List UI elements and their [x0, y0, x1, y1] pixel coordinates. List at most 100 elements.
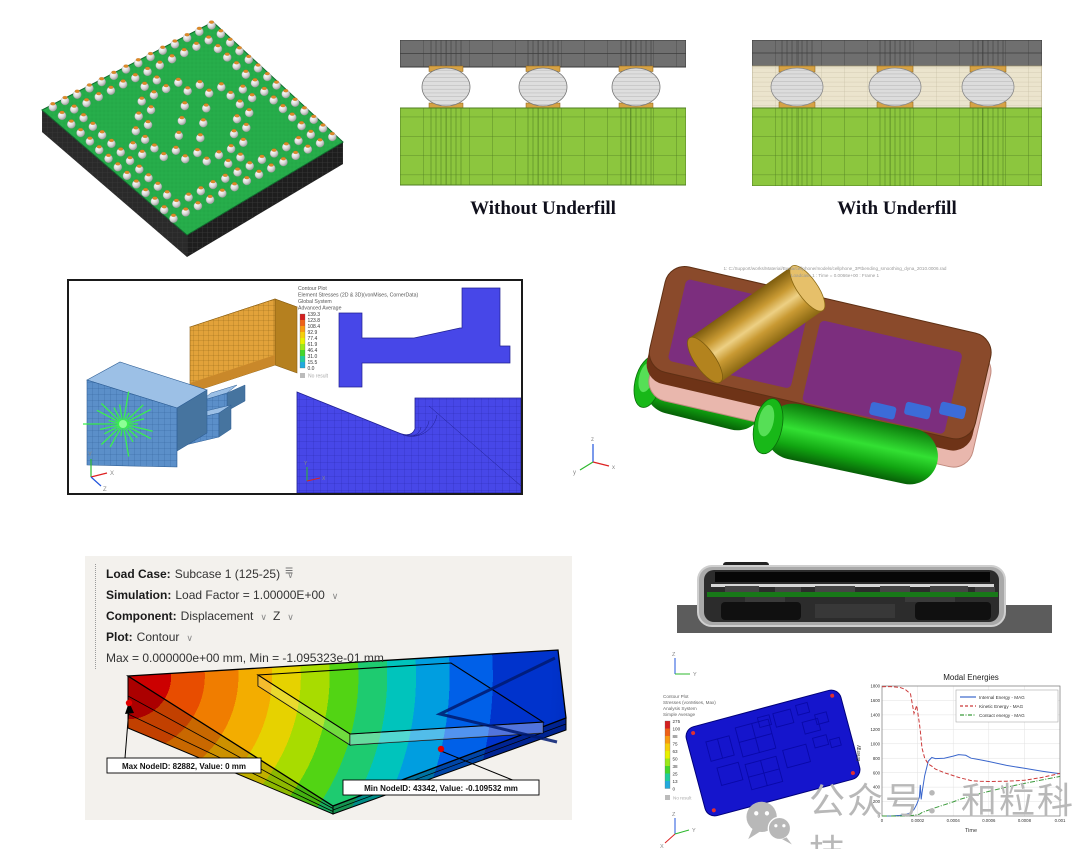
plot-dropdown-caret[interactable]: ∨: [186, 633, 193, 643]
y-axis-label: Energy: [856, 745, 862, 761]
svg-text:Z: Z: [672, 812, 676, 818]
svg-text:X: X: [322, 476, 326, 482]
substrate-block: [752, 107, 1042, 186]
modal-energies-chart: Modal Energies Energy Time 0 200 400 600 800…: [856, 673, 1066, 834]
pcb-contour-plot: Z Y Contour Plot Stresses (vonMises, Max…: [660, 652, 861, 848]
component-axis-dropdown-caret[interactable]: ∨: [287, 612, 294, 622]
svg-text:0.0006: 0.0006: [982, 818, 996, 823]
substrate-block: [400, 107, 686, 186]
axis-triad: Y X Z: [88, 452, 114, 493]
bga-package-model: [41, 20, 344, 257]
svg-text:800: 800: [873, 756, 881, 761]
svg-text:139.3: 139.3: [308, 312, 321, 318]
max-annotation: Max NodeID: 82882, Value: 0 mm: [106, 699, 262, 774]
svg-text:0: 0: [673, 786, 676, 791]
battery-cavity-left: [721, 602, 801, 620]
svg-text:75: 75: [673, 741, 679, 746]
svg-text:0.0002: 0.0002: [911, 818, 925, 823]
load-starburst: [83, 391, 153, 457]
svg-text:y: y: [573, 470, 576, 476]
axis-triad: z x y: [573, 437, 615, 476]
svg-text:Min NodeID: 43342, Value: -0.1: Min NodeID: 43342, Value: -0.109532 mm: [364, 784, 518, 793]
svg-text:400: 400: [873, 785, 881, 790]
svg-text:Z: Z: [672, 652, 676, 658]
svg-text:77.4: 77.4: [308, 336, 318, 342]
support-cylinder-right: [752, 398, 938, 485]
bending-model-panel: 1: C:/Support/works/Material/Buzia/cellp…: [555, 262, 1080, 507]
mesh-without-underfill: [400, 40, 686, 186]
svg-text:25: 25: [673, 771, 679, 776]
svg-text:X: X: [660, 844, 664, 848]
svg-text:X: X: [110, 471, 114, 477]
corner-markers: [691, 693, 855, 813]
svg-text:1000: 1000: [870, 741, 880, 746]
without-underfill-label: Without Underfill: [470, 198, 616, 219]
watermark-text: 公众号：和粒科技: [809, 780, 1076, 849]
menu-icon[interactable]: ≡: [285, 562, 294, 578]
svg-text:123.8: 123.8: [308, 318, 321, 324]
phone-drop-cross-section: [677, 562, 1052, 633]
bga-solder-balls: [48, 20, 337, 223]
simsolid-header: Load Case: Subcase 1 (125-25) ∨ Simulation…: [95, 564, 384, 669]
svg-text:Y: Y: [88, 452, 92, 458]
svg-text:Simple Average: Simple Average: [663, 712, 696, 717]
svg-text:Contour Plot: Contour Plot: [298, 286, 327, 292]
pcb-components: [705, 701, 842, 791]
die-bar: [400, 40, 686, 68]
svg-text:0.0: 0.0: [308, 366, 315, 372]
svg-text:Y: Y: [304, 461, 308, 467]
svg-text:0: 0: [878, 814, 881, 819]
contour-legend: Contour Plot Stresses (vonMises, Max) An…: [663, 694, 716, 801]
bending-model: z x y: [573, 265, 992, 485]
svg-text:200: 200: [873, 799, 881, 804]
chart-title: Modal Energies: [943, 673, 999, 682]
mid-cavity: [815, 604, 895, 618]
svg-text:0: 0: [881, 818, 884, 823]
svg-text:13: 13: [673, 779, 679, 784]
displacement-contour-plot: Max NodeID: 82882, Value: 0 mm Min NodeI…: [106, 649, 567, 815]
display-stack: [715, 572, 990, 582]
svg-text:x: x: [612, 465, 615, 471]
simsolid-displacement-panel: Max NodeID: 82882, Value: 0 mm Min NodeI…: [85, 556, 572, 820]
x-axis-label: Time: [965, 828, 977, 834]
load-case-row: Load Case: Subcase 1 (125-25) ∨: [106, 567, 294, 581]
svg-text:Global System: Global System: [298, 299, 332, 305]
svg-text:275: 275: [673, 719, 681, 724]
svg-text:61.9: 61.9: [308, 342, 318, 348]
svg-text:100: 100: [673, 726, 681, 731]
svg-text:z: z: [591, 437, 594, 443]
svg-text:Analysis System: Analysis System: [663, 706, 697, 711]
plot-row: Plot: Contour ∨: [106, 630, 193, 644]
svg-text:0.001: 0.001: [1055, 818, 1066, 823]
pcb-strip: [707, 592, 998, 597]
solder-balls-row: [770, 65, 1015, 109]
svg-text:Advanced Average: Advanced Average: [298, 306, 342, 312]
button: [904, 401, 932, 420]
no-result-label: No result: [308, 374, 329, 380]
mesh-closeup-block: [296, 391, 521, 493]
axis-triad: Z Y X: [660, 812, 696, 848]
svg-text:Y: Y: [693, 672, 697, 678]
svg-text:Contour Plot: Contour Plot: [663, 694, 689, 699]
svg-text:1200: 1200: [870, 727, 880, 732]
simulation-dropdown-caret[interactable]: ∨: [331, 591, 339, 601]
bga-substrate-sides: [42, 110, 343, 257]
section-2d-shape: [338, 287, 511, 388]
no-result-label: No result: [673, 796, 692, 801]
watermark: 公众号：和粒科技: [742, 772, 1080, 849]
solder-balls-row: [421, 65, 661, 109]
max-min-summary: Max = 0.000000e+00 mm, Min = -1.095323e-…: [106, 651, 384, 665]
component-dropdown-caret[interactable]: ∨: [260, 612, 267, 622]
die-bar: [752, 40, 1042, 67]
simulation-row: Simulation: Load Factor = 1.00000E+00 ∨: [106, 588, 339, 602]
svg-text:63: 63: [673, 749, 679, 754]
svg-text:1600: 1600: [870, 698, 880, 703]
svg-text:Stresses (vonMises, Max): Stresses (vonMises, Max): [663, 700, 716, 705]
svg-text:600: 600: [873, 770, 881, 775]
load-case-dropdown-caret[interactable]: ∨: [287, 570, 294, 580]
svg-text:50: 50: [673, 756, 679, 761]
plate-groove: [435, 656, 558, 744]
svg-text:1800: 1800: [870, 684, 880, 689]
svg-text:Contact energy - MAG: Contact energy - MAG: [979, 713, 1025, 718]
